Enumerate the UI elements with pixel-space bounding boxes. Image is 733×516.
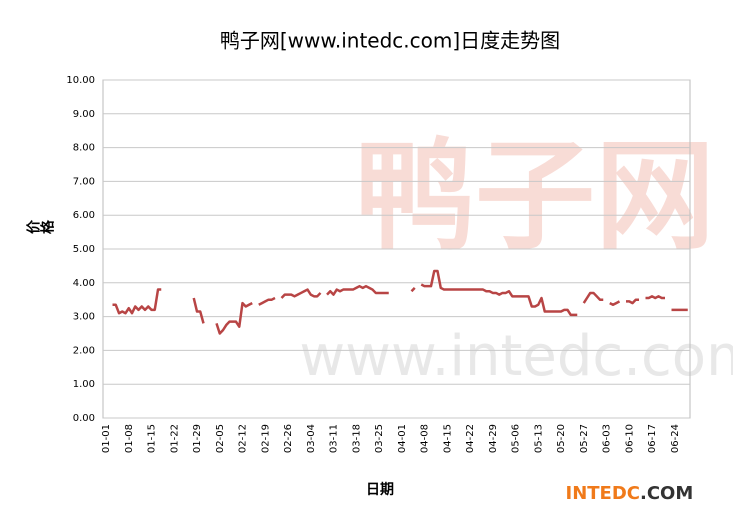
x-tick-label: 02-05 — [215, 424, 226, 453]
x-tick-label: 01-15 — [147, 424, 158, 453]
y-tick-label: 10.00 — [66, 75, 95, 86]
logo-brand: INTEDC — [566, 483, 641, 504]
x-tick-label: 03-25 — [374, 424, 385, 453]
y-tick-label: 2.00 — [73, 345, 95, 356]
chart-title: 鸭子网[www.intedc.com]日度走势图 — [220, 29, 560, 53]
y-axis-label: 价格 — [26, 220, 55, 236]
y-tick-label: 3.00 — [73, 312, 95, 323]
x-tick-label: 06-03 — [602, 424, 613, 453]
logo-suffix: .COM — [640, 483, 693, 504]
x-tick-label: 05-06 — [511, 424, 522, 453]
x-tick-label: 06-17 — [647, 424, 658, 453]
x-tick-label: 03-18 — [351, 424, 362, 453]
y-tick-label: 0.00 — [73, 413, 95, 424]
x-tick-label: 03-11 — [329, 424, 340, 453]
x-tick-label: 02-19 — [260, 424, 271, 453]
watermark-url: www.intedc.com — [299, 324, 733, 389]
y-tick-label: 6.00 — [73, 210, 95, 221]
y-tick-label: 8.00 — [73, 143, 95, 154]
price-line — [112, 269, 688, 335]
x-tick-label: 06-24 — [670, 424, 681, 453]
x-tick-label: 05-13 — [533, 424, 544, 453]
x-tick-label: 03-04 — [306, 424, 317, 453]
y-tick-label: 4.00 — [73, 278, 95, 289]
x-tick-label: 05-20 — [556, 424, 567, 453]
watermark-cn: 鸭子网 — [355, 128, 715, 267]
x-tick-label: 04-15 — [442, 424, 453, 453]
x-tick-label: 01-29 — [192, 424, 203, 453]
x-tick-label: 04-08 — [420, 424, 431, 453]
x-axis-label: 日期 — [366, 482, 394, 498]
y-tick-label: 1.00 — [73, 379, 95, 390]
y-tick-label: 7.00 — [73, 176, 95, 187]
x-tick-label: 04-22 — [465, 424, 476, 453]
x-tick-label: 01-22 — [169, 424, 180, 453]
x-tick-label: 01-08 — [124, 424, 135, 453]
x-tick-label: 06-10 — [624, 424, 635, 453]
x-tick-label: 01-01 — [101, 424, 112, 453]
y-tick-label: 5.00 — [73, 244, 95, 255]
x-tick-label: 04-29 — [488, 424, 499, 453]
x-tick-label: 05-27 — [579, 424, 590, 453]
y-tick-label: 9.00 — [73, 109, 95, 120]
x-tick-label: 04-01 — [397, 424, 408, 453]
x-tick-label: 02-12 — [238, 424, 249, 453]
x-tick-label: 02-26 — [283, 424, 294, 453]
